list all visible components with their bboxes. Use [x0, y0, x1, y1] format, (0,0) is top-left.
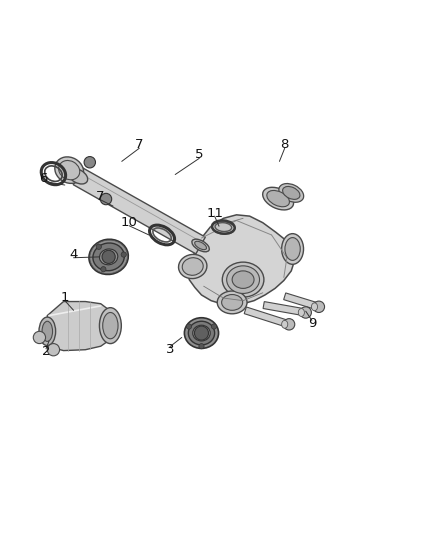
Ellipse shape [93, 243, 124, 271]
Circle shape [194, 326, 208, 340]
Ellipse shape [285, 238, 300, 260]
Circle shape [121, 252, 126, 257]
Text: 5: 5 [195, 148, 204, 161]
Ellipse shape [184, 318, 219, 349]
Ellipse shape [283, 187, 300, 199]
Circle shape [100, 193, 112, 205]
Polygon shape [244, 307, 290, 328]
Circle shape [283, 319, 295, 330]
Ellipse shape [102, 312, 118, 339]
Text: 9: 9 [307, 317, 316, 330]
Circle shape [33, 332, 46, 344]
Ellipse shape [89, 239, 128, 274]
Circle shape [102, 251, 115, 263]
Ellipse shape [311, 303, 318, 311]
Ellipse shape [42, 321, 53, 342]
Ellipse shape [298, 309, 304, 317]
Ellipse shape [39, 317, 56, 345]
Circle shape [313, 301, 325, 312]
Text: 11: 11 [206, 207, 223, 220]
Ellipse shape [59, 160, 80, 180]
Circle shape [212, 324, 217, 329]
Circle shape [96, 244, 102, 249]
Text: 2: 2 [42, 345, 50, 358]
Text: 6: 6 [39, 172, 47, 185]
Text: 3: 3 [166, 343, 174, 356]
Circle shape [47, 344, 60, 356]
Ellipse shape [279, 183, 304, 203]
Ellipse shape [179, 254, 207, 279]
Ellipse shape [217, 291, 247, 314]
Text: 8: 8 [280, 138, 289, 151]
Polygon shape [73, 168, 205, 254]
Ellipse shape [194, 241, 207, 249]
Circle shape [199, 344, 204, 349]
Circle shape [84, 157, 95, 168]
Circle shape [186, 324, 191, 329]
Ellipse shape [227, 266, 259, 294]
Text: 1: 1 [60, 290, 69, 304]
Ellipse shape [282, 233, 304, 264]
Ellipse shape [192, 239, 209, 252]
Ellipse shape [182, 257, 203, 276]
Polygon shape [188, 215, 294, 305]
Text: 7: 7 [135, 138, 144, 151]
Text: 7: 7 [95, 190, 104, 203]
Ellipse shape [68, 168, 88, 184]
Text: 10: 10 [121, 216, 138, 229]
Ellipse shape [99, 308, 121, 344]
Polygon shape [47, 302, 110, 351]
Polygon shape [284, 293, 320, 310]
Polygon shape [263, 302, 306, 316]
Ellipse shape [232, 271, 254, 288]
Ellipse shape [193, 325, 210, 341]
Text: 4: 4 [69, 248, 78, 261]
Circle shape [300, 307, 311, 318]
Ellipse shape [188, 321, 215, 345]
Ellipse shape [282, 320, 288, 328]
Ellipse shape [212, 222, 235, 234]
Circle shape [101, 266, 106, 272]
Ellipse shape [99, 249, 118, 265]
Ellipse shape [222, 295, 243, 310]
Ellipse shape [55, 157, 84, 183]
Ellipse shape [263, 187, 293, 210]
Ellipse shape [267, 190, 290, 207]
Ellipse shape [223, 262, 264, 297]
